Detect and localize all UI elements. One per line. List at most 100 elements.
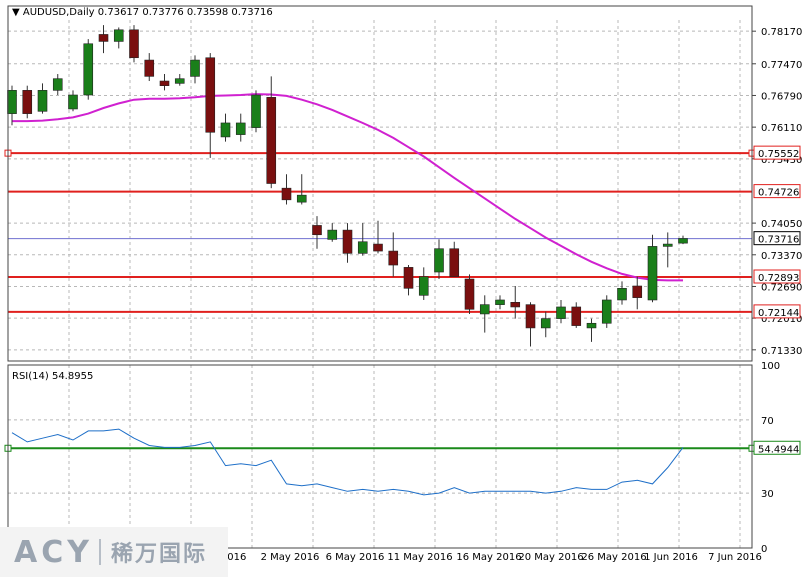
candle bbox=[190, 55, 200, 84]
candle-body bbox=[403, 267, 414, 289]
level-price-label: 0.75552 bbox=[758, 149, 799, 160]
candle-body bbox=[312, 225, 322, 236]
rsi-level-box bbox=[753, 440, 801, 455]
candle-body bbox=[190, 59, 200, 77]
candle-body bbox=[342, 229, 353, 254]
candle-body bbox=[678, 238, 688, 244]
candle bbox=[632, 276, 643, 310]
logo-cn: 稀万国际 bbox=[110, 542, 207, 567]
level-price-label: 0.74726 bbox=[758, 188, 799, 199]
candle-body bbox=[52, 78, 63, 91]
candle bbox=[418, 267, 429, 300]
candle bbox=[113, 27, 124, 49]
rsi-panel bbox=[4, 428, 756, 496]
candle-body bbox=[235, 122, 246, 135]
candle bbox=[251, 90, 261, 133]
level-price-label: 0.72144 bbox=[758, 308, 799, 319]
level-price-label: 0.72893 bbox=[758, 273, 799, 284]
candle bbox=[281, 174, 292, 205]
candle-body bbox=[525, 304, 536, 329]
y-tick-label: 0.78170 bbox=[761, 27, 802, 38]
candle bbox=[37, 83, 48, 114]
candle bbox=[98, 25, 109, 54]
rsi-label: RSI(14) 54.8955 bbox=[12, 371, 94, 382]
y-tick-label: 0.73370 bbox=[761, 251, 802, 262]
x-tick-label: r 2016 bbox=[214, 552, 247, 563]
candle-body bbox=[251, 94, 261, 128]
candle bbox=[678, 235, 688, 245]
candle bbox=[68, 90, 78, 112]
candle-body bbox=[434, 248, 444, 273]
grid-lines bbox=[8, 20, 752, 548]
candle-body bbox=[464, 278, 475, 310]
candle bbox=[601, 295, 612, 328]
candle-body bbox=[159, 80, 170, 86]
symbol-header: ▼ AUDUSD,Daily 0.73617 0.73776 0.73598 0… bbox=[12, 7, 273, 18]
y-tick-label: 0.77470 bbox=[761, 60, 802, 71]
x-tick-label: 1 Jun 2016 bbox=[644, 552, 698, 563]
level-price-box bbox=[753, 184, 801, 199]
y-tick-label: 0.71330 bbox=[761, 346, 802, 357]
y-tick-label: 0.76110 bbox=[761, 123, 802, 134]
candle bbox=[617, 281, 627, 305]
collapse-triangle-icon[interactable]: ▼ bbox=[12, 7, 20, 18]
candle-body bbox=[296, 194, 307, 203]
y-tick-label: 0.76790 bbox=[761, 91, 802, 102]
candle bbox=[174, 74, 185, 86]
x-tick-label: 7 Jun 2016 bbox=[708, 552, 762, 563]
candle bbox=[449, 241, 460, 277]
candle-body bbox=[418, 276, 429, 296]
y-tick-label: 0.72010 bbox=[761, 314, 802, 325]
logo-brand: ACY bbox=[14, 534, 93, 570]
candle-body bbox=[662, 243, 673, 247]
candle bbox=[266, 76, 277, 189]
candle bbox=[510, 285, 521, 319]
candle bbox=[434, 239, 444, 280]
x-tick-label: 11 May 2016 bbox=[387, 552, 452, 563]
x-tick-label: 6 May 2016 bbox=[326, 552, 385, 563]
candle bbox=[327, 223, 338, 242]
x-tick-label: 2 May 2016 bbox=[261, 552, 320, 563]
candle-body bbox=[647, 246, 658, 301]
level-price-box bbox=[753, 304, 801, 319]
candle bbox=[571, 302, 582, 328]
candle-body bbox=[479, 304, 490, 315]
watermark-logo: ACY 稀万国际 bbox=[0, 527, 228, 577]
candle bbox=[144, 53, 155, 82]
candle-body bbox=[540, 318, 551, 329]
candle-body bbox=[174, 78, 185, 84]
moving-average bbox=[12, 93, 683, 282]
rsi-tick-label: 100 bbox=[761, 361, 780, 372]
rsi-tick-label: 30 bbox=[761, 489, 774, 500]
candle bbox=[357, 223, 368, 256]
candlesticks bbox=[7, 25, 688, 347]
rsi-tick-label: 70 bbox=[761, 416, 774, 427]
rsi-panel-frame bbox=[7, 364, 753, 549]
rsi-line bbox=[11, 428, 684, 496]
candle bbox=[403, 265, 414, 296]
level-price-box bbox=[753, 269, 801, 284]
y-tick-label: 0.74050 bbox=[761, 219, 802, 230]
candle bbox=[22, 85, 33, 119]
candle bbox=[540, 311, 551, 338]
candle-body bbox=[129, 29, 139, 59]
candle-body bbox=[632, 285, 643, 298]
ohlc-values: 0.73617 0.73776 0.73598 0.73716 bbox=[97, 7, 273, 18]
candle-body bbox=[388, 250, 399, 266]
rsi-tick-label: 0 bbox=[761, 544, 767, 555]
candle-body bbox=[571, 306, 582, 326]
y-tick-label: 0.72690 bbox=[761, 282, 802, 293]
candle bbox=[479, 295, 490, 333]
candle-body bbox=[601, 299, 612, 324]
candle bbox=[235, 113, 246, 142]
rsi-level-label: 54.4944 bbox=[758, 444, 799, 455]
candle bbox=[495, 295, 505, 310]
candle-body bbox=[98, 34, 109, 42]
axis-labels: 0.78170 0.77470 0.76790 0.76110 0.75430 0.740… bbox=[214, 27, 803, 563]
candle bbox=[312, 216, 322, 249]
candle-body bbox=[373, 243, 383, 252]
chart-frame bbox=[7, 5, 753, 549]
candle bbox=[662, 232, 673, 268]
candle bbox=[373, 220, 383, 254]
